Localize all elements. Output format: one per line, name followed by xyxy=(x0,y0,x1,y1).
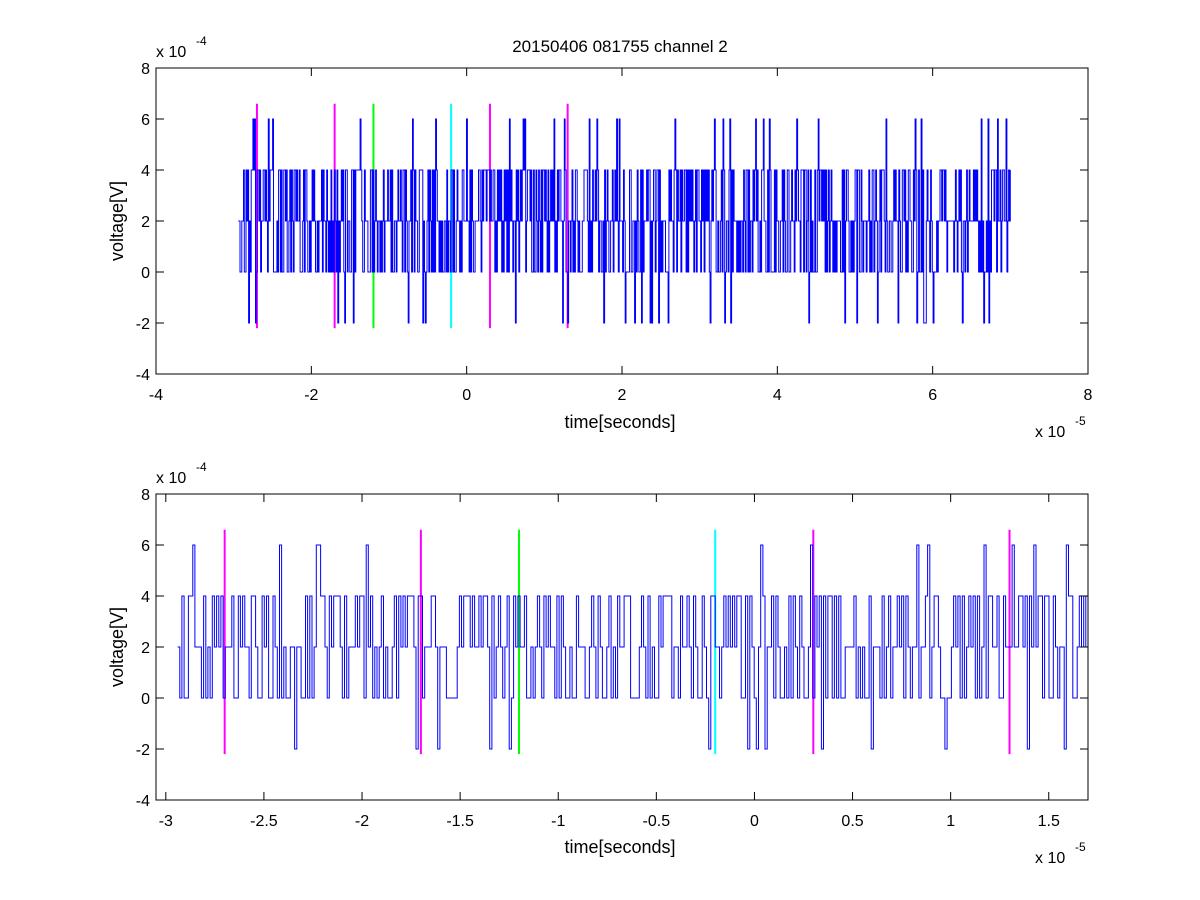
subplot-top-x-exponent: -5 xyxy=(1075,414,1086,428)
y-tick-label: 6 xyxy=(141,538,150,555)
y-tick-label: 6 xyxy=(141,112,150,129)
x-tick-label: 8 xyxy=(1084,387,1093,404)
x-tick-label: 6 xyxy=(928,387,937,404)
y-tick-label: 8 xyxy=(141,487,150,504)
y-tick-label: 4 xyxy=(141,163,150,180)
subplot-top-y-exponent-label: x 10 xyxy=(156,44,186,61)
x-tick-label: 0 xyxy=(750,813,759,830)
subplot-top-y-exponent: -4 xyxy=(196,34,207,48)
subplot-top-xlabel: time[seconds] xyxy=(564,412,675,432)
x-tick-label: -1.5 xyxy=(446,813,474,830)
subplot-top-signal xyxy=(238,118,1011,324)
x-tick-label: 0.5 xyxy=(841,813,863,830)
subplot-bottom-signal xyxy=(177,544,1089,750)
subplot-bottom-ticks: -3 -2.5 -2 -1.5 -1 -0.5 0 0.5 1 1.5 -4 -2 0 2 4 6 8 xyxy=(136,487,1088,830)
y-tick-label: 0 xyxy=(141,691,150,708)
subplot-bottom-x-exponent: -5 xyxy=(1075,840,1086,854)
x-tick-label: -2 xyxy=(355,813,369,830)
subplot-bottom-y-exponent: -4 xyxy=(196,460,207,474)
x-tick-label: 1.5 xyxy=(1038,813,1060,830)
subplot-top-ylabel: voltage[V] xyxy=(107,181,127,261)
y-tick-label: -4 xyxy=(136,367,150,384)
x-tick-label: -0.5 xyxy=(643,813,671,830)
subplot-bottom-xlabel: time[seconds] xyxy=(564,837,675,857)
x-tick-label: 4 xyxy=(773,387,782,404)
subplot-top-x-exponent-label: x 10 xyxy=(1035,424,1065,441)
x-tick-label: -1 xyxy=(551,813,565,830)
x-tick-label: -3 xyxy=(159,813,173,830)
x-tick-label: 0 xyxy=(462,387,471,404)
y-tick-label: -4 xyxy=(136,793,150,810)
subplot-top: -4 -2 0 2 4 6 8 -4 -2 0 2 4 6 8 x 10 -4 x 10 -5 time[… xyxy=(107,34,1093,441)
subplot-bottom-markers xyxy=(223,529,1011,755)
subplot-bottom: -3 -2.5 -2 -1.5 -1 -0.5 0 0.5 1 1.5 -4 -2 0 2 4 6 8 x 10… xyxy=(107,460,1089,867)
subplot-bottom-ylabel: voltage[V] xyxy=(107,607,127,687)
x-tick-label: 1 xyxy=(946,813,955,830)
subplot-bottom-x-exponent-label: x 10 xyxy=(1035,850,1065,867)
x-tick-label: -4 xyxy=(149,387,163,404)
subplot-bottom-y-exponent-label: x 10 xyxy=(156,470,186,487)
signal-series-line xyxy=(238,118,1011,324)
y-tick-label: -2 xyxy=(136,316,150,333)
y-tick-label: 4 xyxy=(141,589,150,606)
signal-series-line xyxy=(177,544,1089,750)
y-tick-label: 8 xyxy=(141,61,150,78)
subplot-top-ticks: -4 -2 0 2 4 6 8 -4 -2 0 2 4 6 8 xyxy=(136,61,1093,404)
x-tick-label: 2 xyxy=(618,387,627,404)
figure-title: 20150406 081755 channel 2 xyxy=(512,37,728,56)
x-tick-label: -2.5 xyxy=(250,813,278,830)
y-tick-label: 0 xyxy=(141,265,150,282)
y-tick-label: 2 xyxy=(141,640,150,657)
y-tick-label: -2 xyxy=(136,742,150,759)
x-tick-label: -2 xyxy=(304,387,318,404)
y-tick-label: 2 xyxy=(141,214,150,231)
